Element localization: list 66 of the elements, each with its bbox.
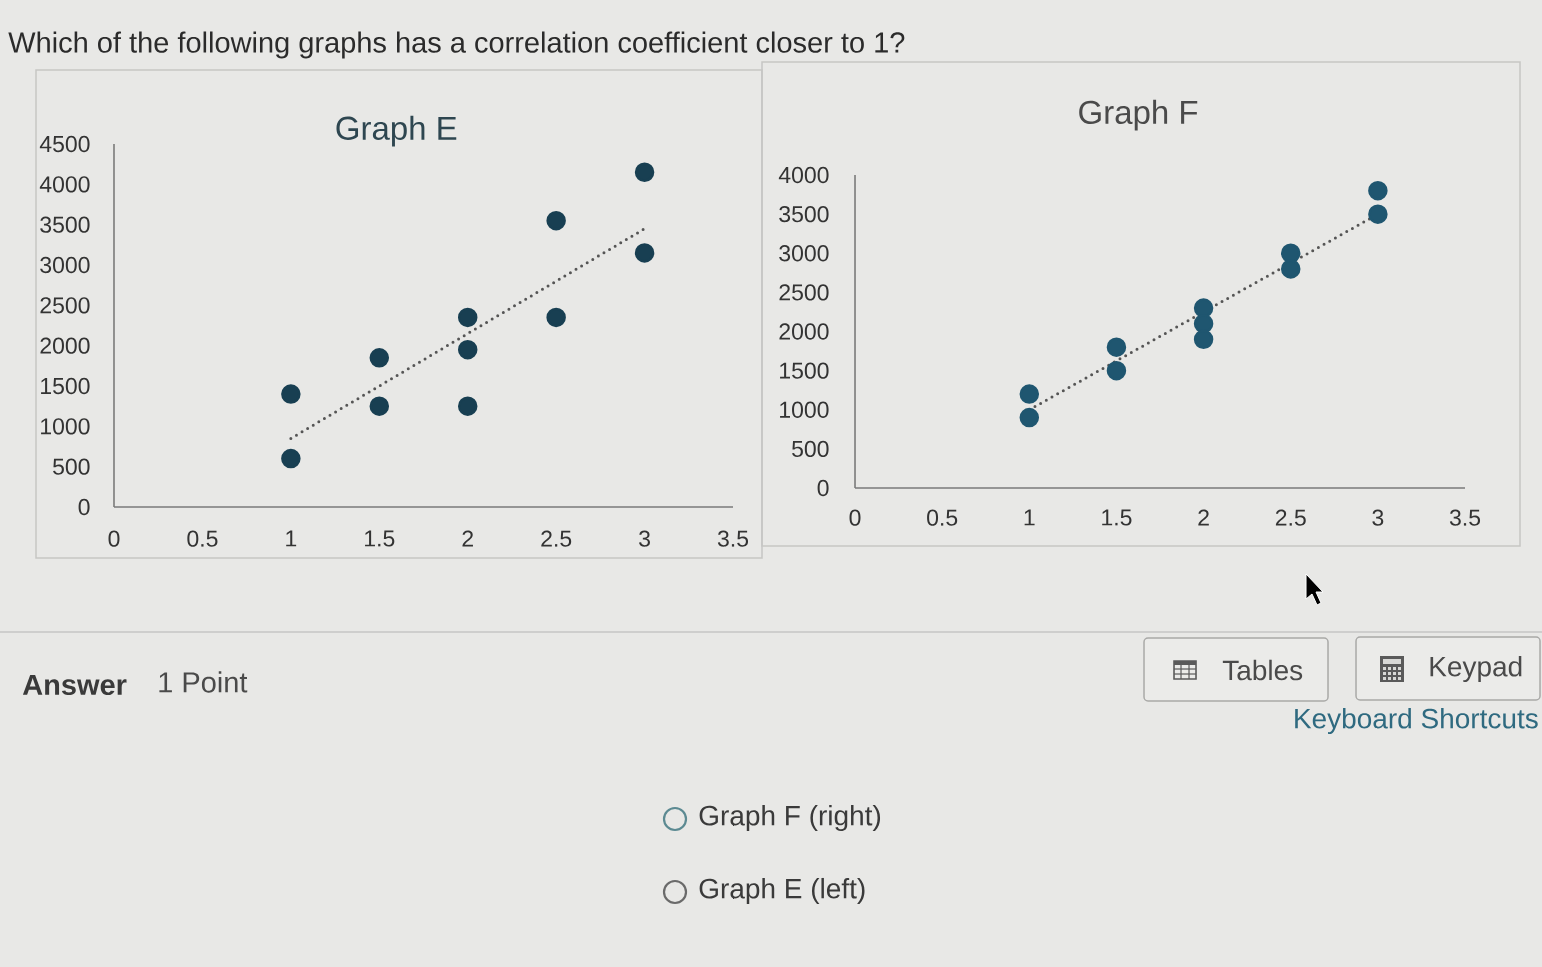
y-tick-label: 500 — [53, 458, 90, 475]
point — [634, 162, 655, 182]
text: Keypad — [1430, 655, 1522, 683]
x-tick-label: 2 — [1198, 509, 1209, 526]
x-tick-label: 0.5 — [187, 530, 218, 547]
y-tick-label: 2000 — [779, 323, 829, 340]
point — [1106, 337, 1127, 357]
y-tick-label: 3500 — [40, 216, 90, 233]
y-tick-label: 0 — [817, 479, 829, 497]
point — [1280, 259, 1301, 279]
y-tick-label: 2000 — [40, 337, 90, 354]
y-tick-label: 2500 — [779, 284, 829, 301]
x-tick-label: 0 — [108, 530, 120, 547]
point — [1019, 384, 1040, 404]
point — [1193, 313, 1214, 334]
point — [1106, 360, 1127, 381]
x-tick-label: 0.5 — [927, 509, 958, 526]
point — [634, 243, 655, 263]
point — [369, 396, 390, 416]
point — [1019, 407, 1040, 428]
x-tick-label: 3.5 — [717, 530, 749, 547]
point — [1368, 204, 1388, 224]
point — [1368, 180, 1388, 201]
point — [546, 210, 566, 231]
chart-title: Graph E — [336, 115, 457, 147]
point — [369, 348, 390, 368]
point — [457, 307, 478, 328]
y-tick-label: 3000 — [40, 256, 90, 274]
text: Graph F (right) — [699, 804, 881, 832]
x-tick-label: 3.5 — [1449, 509, 1481, 526]
point — [457, 396, 478, 416]
text: Answer — [22, 674, 127, 696]
x-tick-label: 1.5 — [1102, 509, 1132, 526]
x-tick-label: 1.5 — [365, 530, 395, 547]
y-tick-label: 500 — [792, 440, 829, 458]
x-tick-label: 2.5 — [1275, 509, 1306, 526]
x-tick-label: 0 — [849, 509, 861, 526]
point — [546, 307, 566, 328]
point — [281, 448, 301, 469]
y-tick-label: 4000 — [39, 176, 90, 193]
x-tick-label: 2 — [462, 530, 473, 547]
point — [281, 384, 301, 404]
y-tick-label: 1000 — [41, 418, 90, 435]
text: Which of the following graphs has a correlation coefficient closer to 1? — [8, 31, 905, 59]
point — [1193, 298, 1214, 318]
y-tick-label: 1500 — [41, 377, 90, 395]
x-tick-label: 3 — [1372, 509, 1384, 526]
y-tick-label: 4000 — [778, 166, 829, 184]
point — [457, 339, 478, 360]
x-tick-label: 1 — [286, 530, 297, 547]
x-tick-label: 1 — [1024, 509, 1035, 526]
text: Keyboard Shortcuts — [1295, 707, 1538, 735]
text: 1 Point — [159, 671, 248, 693]
y-tick-label: 1500 — [780, 362, 829, 379]
y-tick-label: 4500 — [39, 135, 90, 153]
point — [1193, 329, 1214, 350]
chart-title: Graph F — [1079, 99, 1198, 131]
x-tick-label: 2.5 — [541, 530, 572, 547]
x-tick-label: 3 — [639, 530, 650, 547]
y-tick-label: 3500 — [779, 205, 829, 223]
y-tick-label: 2500 — [40, 297, 90, 314]
y-tick-label: 3000 — [779, 245, 829, 262]
text: Graph E (left) — [699, 877, 865, 905]
text: Tables — [1222, 659, 1303, 681]
point — [1280, 243, 1301, 263]
y-tick-label: 1000 — [780, 401, 829, 418]
